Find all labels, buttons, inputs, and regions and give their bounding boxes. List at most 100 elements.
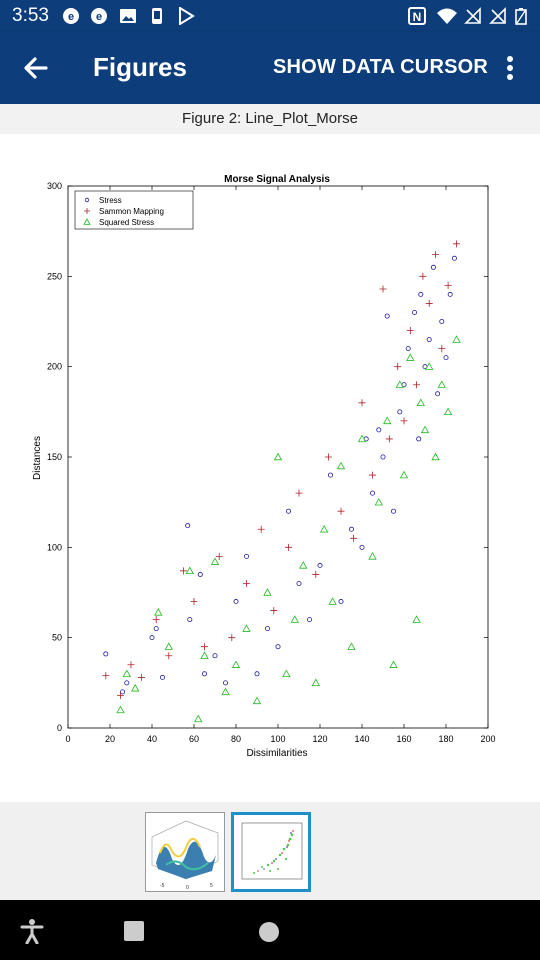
data-point-stress — [159, 674, 165, 680]
data-point-sammon — [270, 607, 278, 615]
data-point-squared-stress — [282, 669, 291, 677]
legend-label: Sammon Mapping — [99, 207, 164, 216]
data-point-sammon — [295, 489, 303, 497]
status-bar: 3:53 e e N — [0, 0, 540, 32]
x-tick-label: 80 — [231, 734, 241, 744]
data-point-stress — [201, 671, 207, 677]
phone-icon — [152, 8, 162, 24]
data-point-squared-stress — [431, 452, 440, 461]
data-point-squared-stress — [154, 608, 163, 616]
x-tick-label: 0 — [65, 734, 70, 744]
data-point-sammon — [243, 579, 250, 587]
data-point-squared-stress — [122, 669, 131, 677]
play-store-icon — [179, 7, 195, 25]
scatter-chart[interactable]: 0 20 40 60 80 100 120 140 160 180 200 0 50 100 150 200 2… — [0, 134, 540, 802]
x-tick-label: 120 — [312, 734, 327, 744]
data-point-squared-stress — [412, 615, 421, 623]
data-point-stress — [124, 680, 130, 686]
data-point-sammon — [432, 251, 439, 259]
data-point-stress — [348, 526, 354, 532]
data-point-squared-stress — [194, 714, 203, 723]
data-point-sammon — [394, 363, 402, 371]
data-point-squared-stress — [389, 660, 398, 668]
x-tick-label: 180 — [438, 734, 453, 744]
data-point-stress — [411, 309, 417, 315]
data-point-stress — [306, 617, 312, 623]
data-point-squared-stress — [290, 615, 299, 623]
data-point-sammon — [438, 345, 446, 353]
data-point-squared-stress — [185, 566, 194, 575]
data-point-sammon — [379, 285, 387, 293]
svg-text:e: e — [96, 11, 102, 23]
data-point-stress — [430, 264, 436, 270]
legend-marker — [83, 218, 91, 225]
x-tick-label: 200 — [480, 734, 495, 744]
page-title: Figures — [93, 52, 187, 82]
data-point-sammon — [201, 643, 208, 651]
scatter-plot-preview — [241, 822, 303, 880]
e-notification-icon: e — [91, 8, 107, 24]
data-point-stress — [397, 409, 403, 415]
data-point-squared-stress — [263, 588, 272, 596]
legend-label: Squared Stress — [99, 218, 154, 227]
data-point-squared-stress — [116, 705, 125, 714]
y-tick-label: 150 — [47, 452, 62, 462]
data-point-squared-stress — [416, 398, 425, 406]
data-point-stress — [439, 318, 445, 324]
image-icon — [120, 9, 136, 23]
x-tick-label: 160 — [396, 734, 411, 744]
status-time: 3:53 — [12, 5, 49, 26]
data-point-sammon — [180, 567, 187, 575]
data-points — [102, 240, 461, 723]
accessibility-icon[interactable] — [20, 918, 44, 944]
data-point-stress — [153, 626, 159, 632]
svg-text:5: 5 — [210, 883, 213, 889]
data-point-stress — [390, 508, 396, 514]
data-point-sammon — [285, 543, 292, 551]
data-point-squared-stress — [299, 561, 308, 569]
data-point-sammon — [425, 299, 433, 307]
data-point-stress — [149, 635, 155, 641]
recents-icon[interactable] — [123, 920, 145, 942]
data-point-squared-stress — [231, 660, 241, 668]
y-tick-label: 100 — [47, 542, 62, 552]
figure-panel[interactable]: 0 20 40 60 80 100 120 140 160 180 200 0 50 100 150 200 2… — [0, 134, 540, 802]
y-tick-label: 200 — [47, 362, 62, 372]
data-point-sammon — [152, 616, 160, 624]
x-axis-label: Dissimilarities — [246, 748, 307, 759]
figure-caption: Figure 2: Line_Plot_Morse — [0, 104, 540, 134]
data-point-squared-stress — [328, 597, 337, 605]
data-point-sammon — [369, 471, 376, 479]
data-point-sammon — [358, 399, 366, 407]
axes: 0 20 40 60 80 100 120 140 160 180 200 0 50 100 150 200 2… — [47, 181, 496, 744]
wifi-icon — [437, 8, 457, 24]
surface-plot-thumbnail[interactable]: -5 0 5 — [145, 812, 225, 892]
data-point-stress — [243, 553, 249, 559]
data-point-squared-stress — [320, 524, 329, 533]
data-point-squared-stress — [200, 651, 209, 659]
data-point-squared-stress — [242, 624, 251, 632]
data-point-stress — [376, 427, 382, 433]
arrow-back-icon[interactable] — [20, 52, 52, 84]
data-point-sammon — [228, 634, 236, 642]
data-point-squared-stress — [311, 678, 320, 687]
home-icon[interactable] — [258, 921, 280, 943]
battery-icon — [515, 8, 527, 25]
y-tick-label: 50 — [52, 633, 62, 643]
y-axis-label: Distances — [32, 436, 43, 480]
data-point-sammon — [385, 435, 393, 443]
data-point-stress — [451, 255, 457, 261]
data-point-stress — [380, 454, 386, 460]
more-vert-icon[interactable] — [496, 50, 524, 86]
navigation-bar — [0, 900, 540, 960]
surface-plot-preview: -5 0 5 — [151, 820, 219, 891]
data-point-stress — [443, 355, 449, 361]
data-point-stress — [384, 313, 390, 319]
data-point-stress — [185, 523, 191, 529]
y-tick-label: 250 — [47, 271, 62, 281]
svg-text:N: N — [413, 10, 422, 24]
show-data-cursor-button[interactable]: SHOW DATA CURSOR — [273, 56, 489, 78]
data-point-squared-stress — [395, 380, 404, 388]
data-point-stress — [338, 599, 344, 605]
scatter-plot-thumbnail[interactable] — [231, 812, 311, 892]
